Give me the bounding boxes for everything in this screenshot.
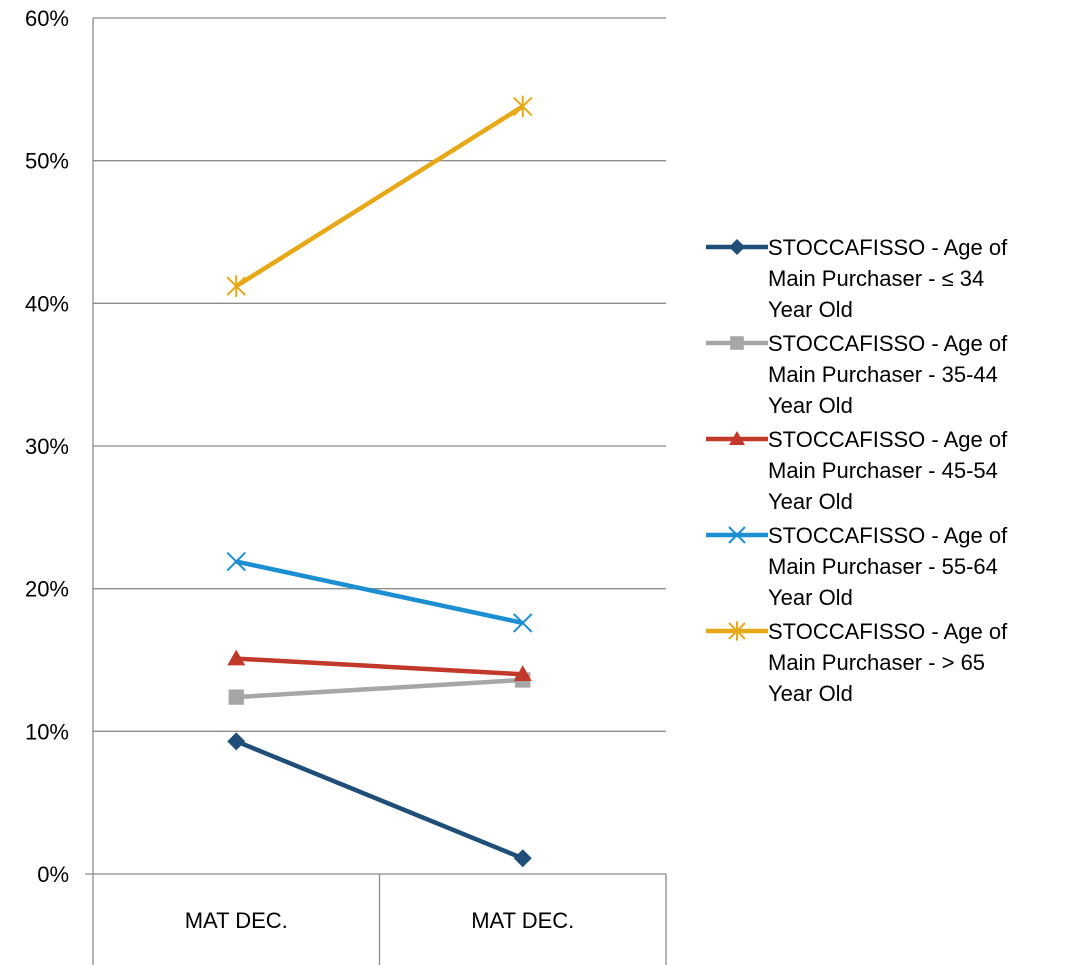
data-point-marker — [729, 431, 745, 445]
series-path — [235, 104, 524, 289]
data-point-marker — [228, 689, 244, 705]
gridlines — [93, 17, 666, 732]
legend-label: STOCCAFISSO - Age of Main Purchaser - > 6… — [768, 619, 1008, 706]
series-line — [227, 649, 532, 682]
legend-label: STOCCAFISSO - Age of Main Purchaser - 45-… — [768, 427, 1008, 514]
legend-swatch — [706, 526, 768, 544]
series-path — [235, 559, 524, 626]
legend-label: STOCCAFISSO - Age of Main Purchaser - 55-… — [768, 523, 1008, 610]
y-tick-label: 20% — [25, 577, 69, 602]
legend-swatch — [706, 621, 768, 641]
y-tick-label: 0% — [37, 862, 69, 887]
series-line — [228, 672, 531, 705]
axes — [85, 18, 667, 965]
y-tick-label: 10% — [25, 719, 69, 744]
series-line — [227, 732, 532, 868]
y-tick-label: 50% — [25, 149, 69, 174]
data-point-marker — [226, 275, 246, 298]
series-group — [226, 95, 533, 868]
legend-item: STOCCAFISSO - Age of Main Purchaser - 55-… — [706, 520, 1061, 613]
y-axis-tick-labels: 0% 10% 20% 30% 40% 50% 60% — [25, 6, 69, 887]
data-point-marker — [728, 526, 746, 544]
legend-label: STOCCAFISSO - Age of Main Purchaser - ≤ 3… — [768, 235, 1008, 322]
series-line — [226, 95, 533, 298]
data-point-marker — [730, 336, 744, 350]
legend-swatch — [706, 336, 768, 350]
data-point-marker — [729, 239, 745, 255]
y-tick-label: 30% — [25, 434, 69, 459]
series-line — [226, 551, 533, 633]
data-point-marker — [513, 613, 533, 633]
legend-item: STOCCAFISSO - Age of Main Purchaser - 35-… — [706, 328, 1061, 421]
series-path — [236, 677, 523, 700]
y-tick-label: 60% — [25, 6, 69, 31]
series-path — [235, 739, 524, 861]
legend: STOCCAFISSO - Age of Main Purchaser - ≤ 3… — [706, 232, 1061, 712]
x-axis-category-labels: MAT DEC.2010MAT DEC.2011 — [185, 908, 575, 933]
y-tick-label: 40% — [25, 291, 69, 316]
x-category-label: MAT DEC. — [471, 908, 574, 933]
legend-swatch — [706, 431, 768, 445]
legend-item: STOCCAFISSO - Age of Main Purchaser - > 6… — [706, 616, 1061, 709]
legend-item: STOCCAFISSO - Age of Main Purchaser - ≤ 3… — [706, 232, 1061, 325]
legend-swatch — [706, 239, 768, 255]
data-point-marker — [227, 649, 246, 666]
legend-item: STOCCAFISSO - Age of Main Purchaser - 45-… — [706, 424, 1061, 517]
data-point-marker — [226, 551, 246, 572]
data-point-marker — [728, 621, 746, 641]
x-category-label: MAT DEC. — [185, 908, 288, 933]
series-path — [236, 656, 523, 677]
data-point-marker — [513, 665, 532, 682]
legend-label: STOCCAFISSO - Age of Main Purchaser - 35-… — [768, 331, 1008, 418]
data-point-marker — [513, 95, 533, 118]
data-point-marker — [513, 849, 532, 868]
data-point-marker — [227, 732, 246, 751]
